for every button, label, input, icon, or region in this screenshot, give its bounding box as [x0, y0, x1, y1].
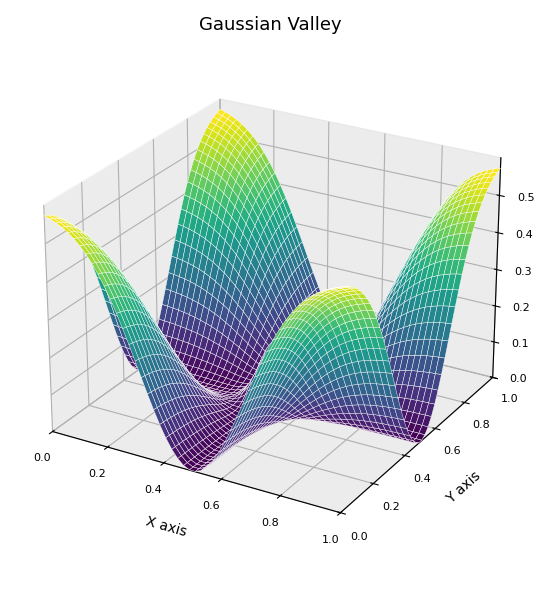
Title: Gaussian Valley: Gaussian Valley	[199, 16, 341, 34]
X-axis label: X axis: X axis	[144, 514, 188, 539]
Y-axis label: Y axis: Y axis	[444, 468, 484, 506]
